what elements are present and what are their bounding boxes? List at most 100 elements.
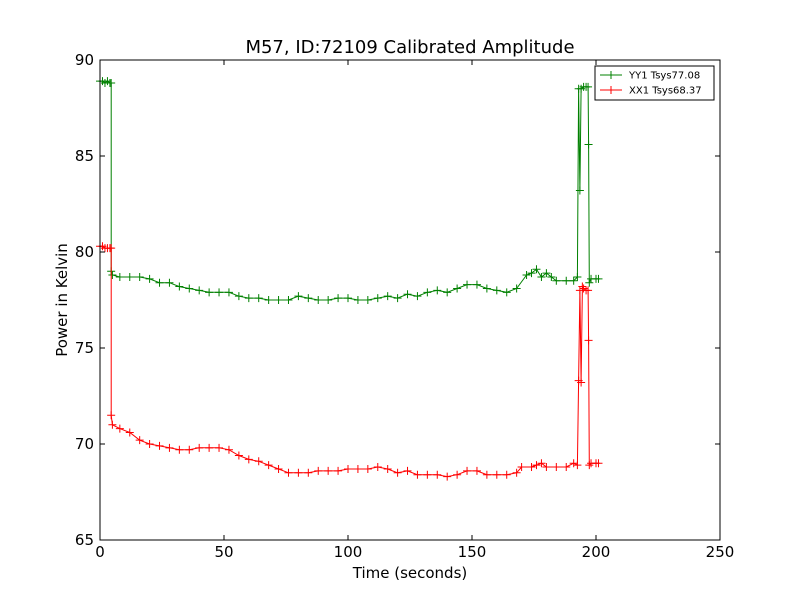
data-point (145, 440, 154, 448)
data-point (573, 461, 582, 470)
data-point (527, 463, 536, 472)
data-point (383, 292, 392, 301)
legend-label: YY1 Tsys77.08 (628, 71, 700, 82)
data-point (502, 288, 511, 297)
data-point (324, 296, 333, 304)
data-point (304, 294, 313, 303)
series-1 (96, 242, 603, 481)
data-point (353, 464, 362, 473)
data-point (274, 296, 283, 304)
data-point (254, 294, 263, 303)
data-point (334, 466, 343, 475)
axis-ticks: 0 50 100 150 200 250 65 70 75 80 85 90 (75, 51, 734, 561)
data-point (314, 296, 323, 304)
data-point (195, 286, 204, 295)
data-point (433, 470, 442, 479)
data-point (502, 470, 511, 479)
data-point (423, 288, 432, 297)
data-point (453, 470, 462, 479)
data-point (569, 276, 578, 285)
data-point (334, 294, 343, 303)
data-point (443, 288, 452, 297)
data-point (125, 272, 134, 281)
series-layer (96, 77, 603, 481)
data-point (165, 443, 174, 452)
x-tick-label: 100 (334, 543, 363, 561)
data-point (135, 436, 144, 445)
data-point (512, 468, 521, 477)
data-point (205, 288, 214, 297)
data-point (294, 468, 303, 477)
data-point (383, 464, 392, 473)
data-point (314, 466, 323, 475)
data-point (585, 461, 594, 470)
data-point (107, 244, 116, 253)
data-point (284, 468, 293, 477)
data-point (482, 284, 491, 293)
data-point (363, 464, 372, 473)
data-point (578, 282, 587, 291)
data-point (584, 82, 593, 91)
y-tick-label: 90 (75, 51, 94, 69)
x-tick-label: 0 (95, 543, 105, 561)
data-point (155, 278, 164, 287)
data-point (304, 468, 313, 477)
data-point (512, 284, 521, 293)
x-axis-label: Time (seconds) (352, 564, 468, 582)
data-point (463, 466, 472, 475)
data-point (155, 441, 164, 450)
data-point (195, 443, 204, 452)
data-point (552, 463, 561, 472)
y-tick-label: 70 (75, 435, 94, 453)
data-point (472, 280, 481, 289)
y-tick-label: 65 (75, 531, 94, 549)
data-point (224, 288, 233, 297)
legend-marker (607, 86, 615, 94)
series-0 (96, 77, 603, 304)
data-point (584, 336, 593, 345)
data-point (125, 428, 134, 437)
data-point (594, 274, 603, 283)
y-axis-label: Power in Kelvin (53, 243, 71, 357)
data-point (107, 79, 116, 88)
data-point (145, 274, 154, 283)
legend-box (594, 65, 715, 101)
series-line (100, 80, 599, 301)
data-point (393, 294, 402, 303)
data-point (165, 278, 174, 287)
data-point (215, 443, 224, 452)
data-point (254, 457, 263, 466)
data-point (492, 470, 501, 479)
data-point (108, 420, 117, 429)
data-point (373, 294, 382, 303)
data-point (403, 466, 412, 475)
data-point (373, 463, 382, 472)
data-point (224, 445, 233, 454)
data-point (453, 284, 462, 293)
data-point (562, 463, 571, 472)
data-point (584, 286, 593, 295)
data-point (234, 451, 243, 460)
data-point (115, 424, 124, 433)
data-point (443, 472, 452, 481)
data-point (244, 455, 253, 464)
data-point (107, 411, 116, 420)
y-tick-label: 85 (75, 147, 94, 165)
y-tick-label: 75 (75, 339, 94, 357)
data-point (264, 296, 273, 304)
data-point (413, 292, 422, 301)
data-point (284, 296, 293, 304)
data-point (584, 140, 593, 149)
data-point (403, 290, 412, 299)
data-point (542, 269, 551, 278)
data-point (562, 276, 571, 285)
data-point (135, 272, 144, 281)
data-point (532, 265, 541, 274)
chart-title: M57, ID:72109 Calibrated Amplitude (245, 37, 574, 58)
data-point (353, 296, 362, 304)
series-line (100, 245, 599, 478)
data-point (569, 459, 578, 468)
data-point (264, 461, 273, 470)
data-point (393, 468, 402, 477)
